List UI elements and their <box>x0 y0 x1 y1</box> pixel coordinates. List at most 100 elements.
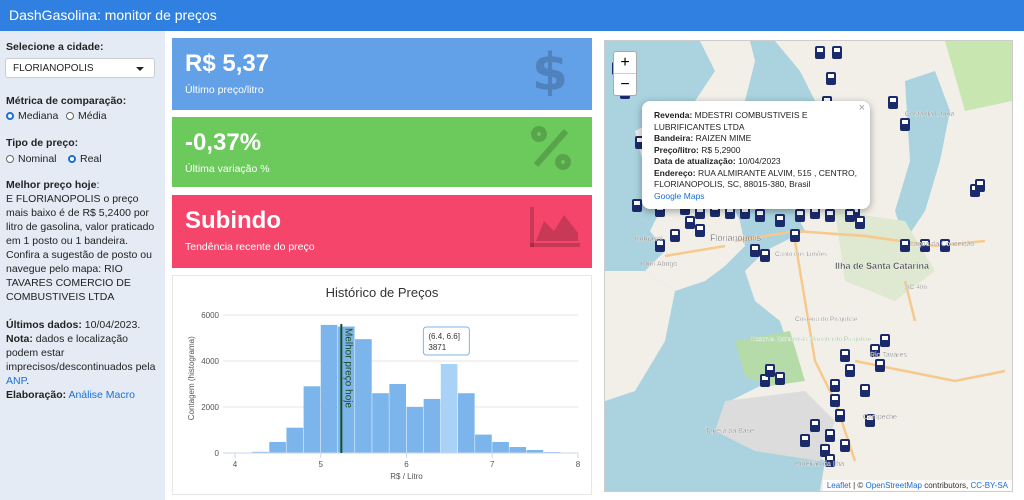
radio-label: Mediana <box>18 110 59 122</box>
station-marker[interactable] <box>870 344 880 357</box>
station-marker[interactable] <box>750 244 760 257</box>
attribution-part[interactable]: Leaflet <box>826 481 851 490</box>
station-marker[interactable] <box>810 419 820 432</box>
last-label: Últimos dados: <box>6 319 82 331</box>
histogram-bar <box>475 434 492 453</box>
station-marker[interactable] <box>695 206 705 219</box>
station-marker[interactable] <box>825 429 835 442</box>
svg-text:$: $ <box>532 46 568 96</box>
station-marker[interactable] <box>695 224 705 237</box>
station-marker[interactable] <box>880 334 890 347</box>
station-marker[interactable] <box>835 409 845 422</box>
reference-label: Melhor preço hoje <box>342 328 353 408</box>
histogram-bar <box>252 451 269 453</box>
radio-label: Média <box>78 110 107 122</box>
station-marker[interactable] <box>800 434 810 447</box>
station-marker[interactable] <box>888 96 898 109</box>
station-marker[interactable] <box>820 444 830 457</box>
station-marker[interactable] <box>670 229 680 242</box>
station-marker[interactable] <box>825 209 835 222</box>
x-axis-label: R$ / Litro <box>390 472 423 481</box>
station-marker[interactable] <box>832 46 842 59</box>
station-marker[interactable] <box>900 118 910 131</box>
station-marker[interactable] <box>855 216 865 229</box>
popup-label: Bandeira <box>654 133 691 143</box>
station-marker[interactable] <box>790 229 800 242</box>
colon: : <box>96 179 100 191</box>
station-marker[interactable] <box>755 209 765 222</box>
place-label: Rio Tavares <box>870 352 907 359</box>
station-marker[interactable] <box>975 179 985 192</box>
station-marker[interactable] <box>655 239 665 252</box>
note-label: Nota: <box>6 333 33 345</box>
station-marker[interactable] <box>865 414 875 427</box>
station-marker[interactable] <box>760 249 770 262</box>
station-marker[interactable] <box>815 46 825 59</box>
attribution-part[interactable]: CC-BY-SA <box>970 481 1009 490</box>
station-marker[interactable] <box>845 364 855 377</box>
popup-close[interactable]: × <box>858 102 865 114</box>
station-marker[interactable] <box>940 239 950 252</box>
station-marker[interactable] <box>775 214 785 227</box>
price-label: Tipo de preço: <box>6 137 79 149</box>
place-label: Tapera da Base <box>705 428 754 435</box>
histogram-bar <box>269 441 286 453</box>
radio-option[interactable]: Real <box>68 152 102 166</box>
station-marker[interactable] <box>632 199 642 212</box>
y-tick-label: 4000 <box>201 357 219 366</box>
station-marker[interactable] <box>725 206 735 219</box>
station-marker[interactable] <box>685 216 695 229</box>
station-marker[interactable] <box>825 454 835 467</box>
station-marker[interactable] <box>840 439 850 452</box>
place-label: Campeche <box>863 414 897 421</box>
map: Florianópolis Ilha de Santa Catarina Bom A… <box>604 40 1013 492</box>
station-marker[interactable] <box>920 239 930 252</box>
attribution-part[interactable]: OpenStreetMap <box>865 481 922 490</box>
station-marker[interactable] <box>900 239 910 252</box>
station-marker[interactable] <box>840 349 850 362</box>
station-marker[interactable] <box>740 206 750 219</box>
radio-label: Real <box>80 153 102 165</box>
place-label: Reserva Extrativista Marinha do Pirajuba… <box>750 336 872 343</box>
note-end: . <box>26 375 30 387</box>
park <box>945 41 1012 111</box>
x-tick-label: 8 <box>576 460 581 469</box>
place-label: Costa da Lagoa <box>905 111 955 118</box>
chart-panel: Histórico de Preços 0 2000 4000 6000 4 5 6 7 8 Mel… <box>172 275 592 495</box>
chart: Histórico de Preços 0 2000 4000 6000 4 5 6 7 8 Mel… <box>187 285 581 481</box>
place-label: Ilha de Santa Catarina <box>835 261 930 271</box>
zoom-out[interactable]: − <box>620 76 630 93</box>
card-label: Tendência recente do preço <box>185 241 315 253</box>
station-marker[interactable] <box>795 209 805 222</box>
credit-link[interactable]: Análise Macro <box>68 389 135 401</box>
y-tick-label: 6000 <box>201 311 219 320</box>
station-marker[interactable] <box>826 72 836 85</box>
value-card: Subindo Tendência recente do preço <box>172 195 592 268</box>
header: DashGasolina: monitor de preços <box>0 0 1024 31</box>
zoom-in[interactable]: + <box>614 52 636 74</box>
card-icon <box>530 207 580 247</box>
popup-row: Revenda: MDESTRI COMBUSTIVEIS E LUBRIFIC… <box>654 110 858 133</box>
radio-option[interactable]: Nominal <box>6 152 57 166</box>
sidebar: Selecione a cidade: FLORIANOPOLIS Métric… <box>0 31 165 500</box>
popup-label: Preço/litro <box>654 144 697 155</box>
popup-label: Data de atualização <box>654 156 733 166</box>
station-marker[interactable] <box>760 374 770 387</box>
value-card: R$ 5,37 Último preço/litro $ <box>172 38 592 110</box>
station-marker[interactable] <box>830 379 840 392</box>
popup-value: R$ 5,2900 <box>701 144 741 155</box>
station-marker[interactable] <box>830 394 840 407</box>
station-marker[interactable] <box>810 206 820 219</box>
station-marker[interactable] <box>775 372 785 385</box>
chart-title: Histórico de Preços <box>326 285 439 300</box>
city-select[interactable]: FLORIANOPOLIS <box>5 58 155 78</box>
station-marker[interactable] <box>845 209 855 222</box>
popup-label: Endereço <box>654 167 693 178</box>
station-marker[interactable] <box>860 384 870 397</box>
anp-link[interactable]: ANP <box>6 375 27 387</box>
google-maps-link[interactable]: Google Maps <box>654 190 705 201</box>
radio-option[interactable]: Mediana <box>6 109 58 123</box>
station-marker[interactable] <box>765 364 775 377</box>
station-marker[interactable] <box>875 359 885 372</box>
radio-option[interactable]: Média <box>66 109 107 123</box>
